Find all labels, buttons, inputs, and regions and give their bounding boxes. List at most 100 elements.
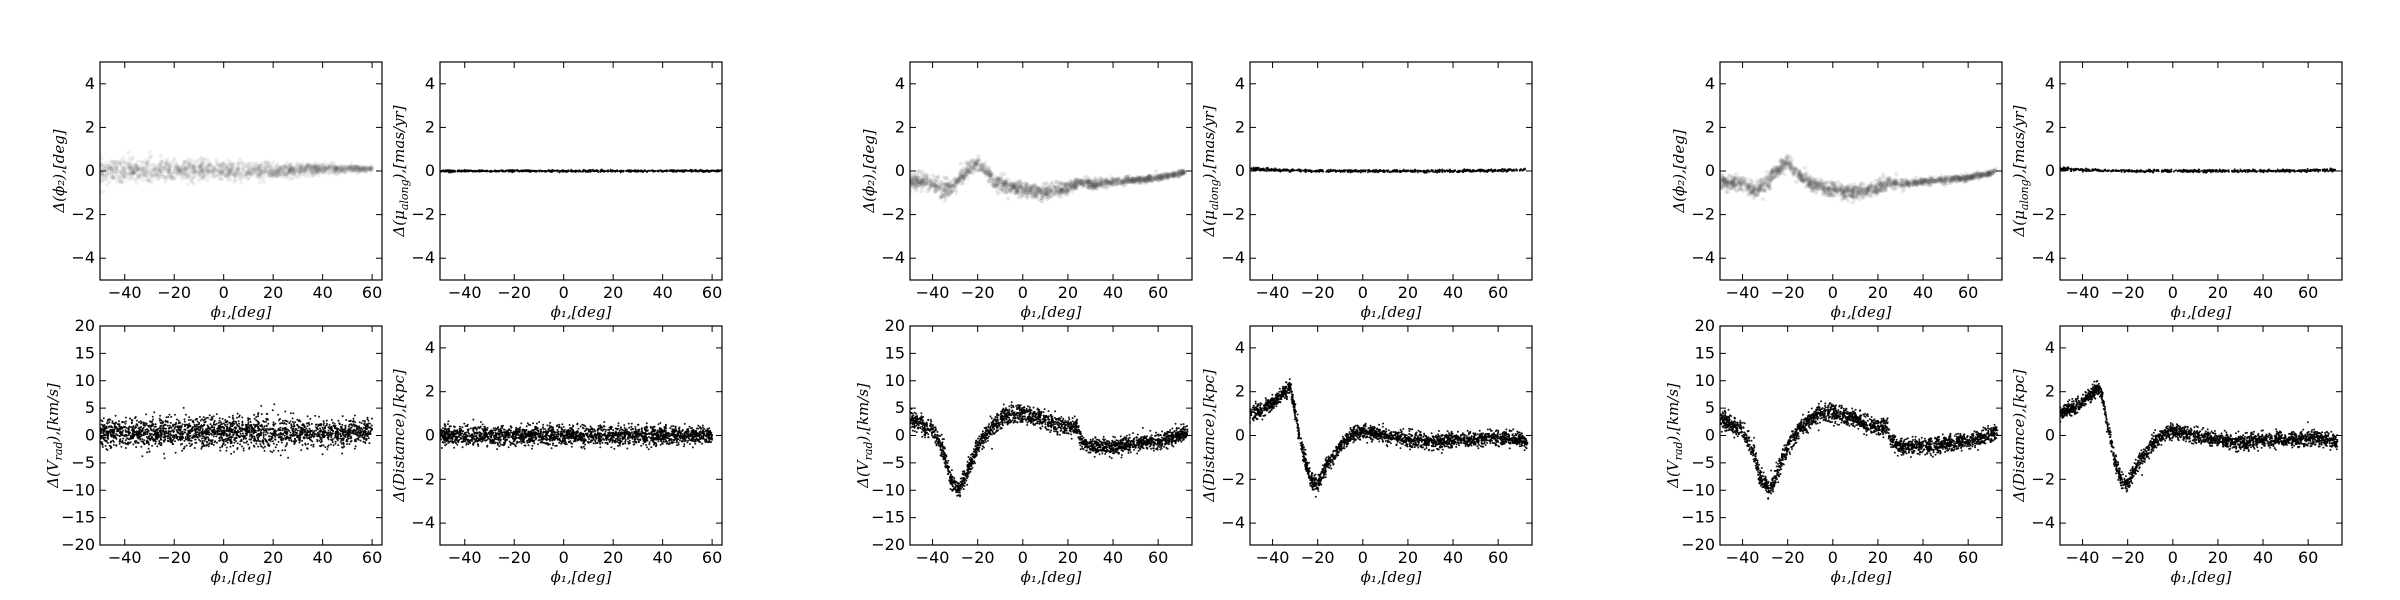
scatter-point <box>179 174 185 179</box>
scatter-point <box>452 169 455 172</box>
scatter-point <box>171 443 174 445</box>
scatter-point <box>232 168 237 173</box>
scatter-point <box>310 444 313 447</box>
scatter-point <box>312 164 317 170</box>
scatter-point <box>181 163 187 168</box>
scatter-point <box>117 160 122 166</box>
scatter-point <box>225 420 228 423</box>
scatter-point <box>264 160 269 165</box>
scatter-point <box>317 167 322 172</box>
scatter-point <box>301 439 304 442</box>
scatter-point <box>171 156 177 161</box>
scatter-point <box>122 429 125 432</box>
scatter-point <box>109 434 112 437</box>
scatter-point <box>170 415 173 418</box>
scatter-point <box>161 174 166 179</box>
scatter-point <box>176 431 179 434</box>
scatter-point <box>358 425 361 428</box>
scatter-point <box>194 160 199 165</box>
scatter-point <box>205 416 208 419</box>
scatter-point <box>118 168 123 173</box>
scatter-point <box>292 423 295 425</box>
scatter-point <box>307 421 310 424</box>
scatter-point <box>146 451 148 454</box>
scatter-point <box>328 165 333 170</box>
scatter-point <box>259 443 262 445</box>
scatter-point <box>186 160 192 165</box>
scatter-point <box>352 168 358 173</box>
scatter-point <box>215 161 220 167</box>
scatter-point <box>322 166 328 171</box>
scatter-point <box>327 438 330 441</box>
scatter-point <box>149 167 154 173</box>
scatter-point <box>166 166 171 171</box>
scatter-point <box>169 173 175 179</box>
scatter-point <box>115 432 118 435</box>
scatter-point <box>164 176 169 182</box>
scatter-point <box>113 159 118 165</box>
scatter-point <box>159 427 162 430</box>
scatter-point <box>203 167 209 172</box>
scatter-point <box>273 403 276 406</box>
scatter-point <box>186 435 189 438</box>
y-axis-label: Δ(ϕ₂),[deg] <box>50 129 68 213</box>
scatter-point <box>687 439 690 442</box>
scatter-point <box>155 173 161 178</box>
scatter-point <box>107 171 112 176</box>
scatter-point <box>289 170 294 175</box>
scatter-point <box>279 169 285 174</box>
scatter-point <box>200 170 206 175</box>
scatter-point <box>231 425 233 428</box>
scatter-point <box>131 421 133 424</box>
scatter-point <box>295 161 300 166</box>
scatter-point <box>331 164 336 169</box>
scatter-point <box>323 435 326 438</box>
scatter-point <box>290 166 295 171</box>
scatter-point <box>112 434 115 437</box>
scatter-point <box>159 171 164 176</box>
scatter-point <box>199 167 205 173</box>
scatter-point <box>124 441 127 444</box>
scatter-point <box>265 425 268 428</box>
scatter-point <box>225 429 228 432</box>
scatter-point <box>100 419 103 422</box>
scatter-point <box>199 164 204 169</box>
scatter-point <box>188 416 191 419</box>
scatter-point <box>201 428 204 431</box>
scatter-point <box>247 443 250 446</box>
scatter-point <box>265 420 267 423</box>
scatter-point <box>134 167 140 172</box>
scatter-point <box>308 164 313 169</box>
scatter-point <box>154 435 157 438</box>
scatter-point <box>176 167 181 172</box>
scatter-point <box>322 423 325 426</box>
scatter-point <box>217 424 220 427</box>
scatter-point <box>224 164 230 169</box>
scatter-point <box>198 435 201 438</box>
scatter-point <box>159 414 162 417</box>
scatter-point <box>354 165 359 171</box>
scatter-point <box>104 175 110 181</box>
scatter-point <box>154 164 159 170</box>
scatter-point <box>262 431 265 434</box>
scatter-point <box>253 165 258 170</box>
scatter-point <box>665 442 668 445</box>
scatter-point <box>259 161 264 166</box>
scatter-point <box>272 167 278 172</box>
scatter-point <box>190 430 192 433</box>
scatter-point <box>348 164 354 170</box>
x-axis-label: ϕ₁,[deg] <box>551 303 612 321</box>
scatter-point <box>287 428 289 431</box>
y-tick-label: −4 <box>411 248 435 267</box>
scatter-point <box>266 440 268 443</box>
scatter-point <box>283 428 286 431</box>
scatter-point <box>279 454 282 457</box>
scatter-point <box>227 430 230 433</box>
scatter-point <box>247 166 253 171</box>
scatter-point <box>246 429 249 432</box>
scatter-point <box>167 432 169 435</box>
scatter-point <box>356 167 361 172</box>
scatter-point <box>499 169 502 172</box>
scatter-point <box>291 171 296 177</box>
scatter-point <box>267 170 272 175</box>
